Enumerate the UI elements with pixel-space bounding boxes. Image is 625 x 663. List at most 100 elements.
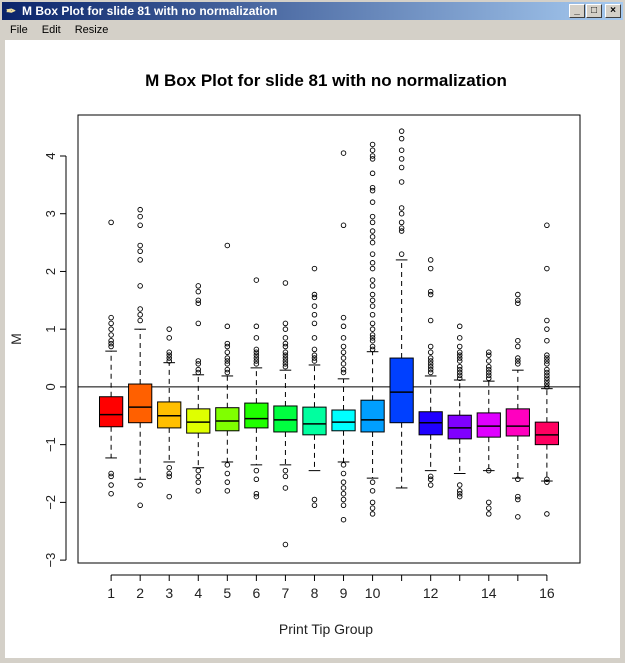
outlier-point <box>456 363 463 370</box>
outlier-point <box>340 314 347 321</box>
outlier-point <box>282 363 289 370</box>
outlier-point <box>195 467 202 474</box>
outlier-point <box>108 332 114 338</box>
outlier-point <box>253 467 260 474</box>
outlier-point <box>544 384 550 390</box>
x-tick-label: 6 <box>252 585 260 601</box>
outlier-point <box>427 317 434 324</box>
x-tick-label: 9 <box>340 585 348 601</box>
x-tick-label: 4 <box>194 585 202 601</box>
menu-edit[interactable]: Edit <box>41 24 61 36</box>
outlier-point <box>544 381 550 387</box>
window-title: M Box Plot for slide 81 with no normaliz… <box>22 4 278 18</box>
outlier-point <box>311 352 318 358</box>
outlier-point <box>486 467 492 474</box>
box-group-10 <box>360 399 385 433</box>
outlier-point <box>340 355 347 361</box>
outlier-point <box>195 361 202 367</box>
outlier-point <box>544 366 550 373</box>
outlier-point <box>369 199 376 205</box>
outlier-point <box>340 222 347 229</box>
outlier-point <box>224 479 231 485</box>
y-tick-label: 0 <box>43 383 58 390</box>
outlier-point <box>253 335 260 341</box>
outlier-point <box>544 372 550 379</box>
outlier-point <box>369 326 376 332</box>
outlier-point <box>311 496 318 503</box>
outlier-point <box>427 482 434 488</box>
outlier-point <box>515 297 521 304</box>
outlier-point <box>340 462 347 468</box>
outlier-point <box>369 335 376 341</box>
close-button[interactable]: × <box>605 4 621 18</box>
outlier-point <box>369 187 376 194</box>
outlier-point <box>282 335 289 341</box>
outlier-point <box>195 320 202 327</box>
outlier-point <box>282 467 289 474</box>
outlier-point <box>427 363 434 370</box>
outlier-point <box>166 464 172 471</box>
outlier-point <box>282 473 289 480</box>
outlier-point <box>108 320 114 327</box>
outlier-point <box>456 358 463 364</box>
outlier-point <box>137 242 143 249</box>
outlier-point <box>427 361 434 367</box>
outlier-point <box>544 317 550 324</box>
outlier-point <box>282 340 289 347</box>
outlier-point <box>544 375 550 382</box>
outlier-point <box>369 141 376 148</box>
outlier-point <box>224 343 231 350</box>
outlier-point <box>282 280 289 286</box>
outlier-point <box>369 265 376 272</box>
outlier-point <box>398 205 405 211</box>
box-group-13 <box>447 414 472 440</box>
outlier-point <box>369 291 376 298</box>
maximize-button[interactable]: □ <box>586 4 602 18</box>
outlier-point <box>369 303 376 309</box>
outlier-point <box>486 499 492 506</box>
menu-file[interactable]: File <box>10 24 28 36</box>
outlier-point <box>544 265 550 272</box>
outlier-point <box>253 277 260 283</box>
x-tick-label: 10 <box>365 585 381 601</box>
outlier-point <box>282 361 289 367</box>
outlier-point <box>398 164 405 171</box>
outlier-point <box>195 366 202 373</box>
x-tick-label: 16 <box>539 585 555 601</box>
outlier-point <box>544 326 550 332</box>
outlier-point <box>427 349 434 356</box>
box-group-9 <box>331 409 356 432</box>
title-bar[interactable]: ✒ M Box Plot for slide 81 with no normal… <box>2 2 623 20</box>
outlier-point <box>486 372 492 379</box>
x-tick-label: 8 <box>311 585 319 601</box>
y-tick-label: −2 <box>43 495 58 510</box>
x-tick-label: 5 <box>223 585 231 601</box>
outlier-point <box>108 470 114 477</box>
x-tick-label: 3 <box>165 585 173 601</box>
outlier-point <box>311 502 318 509</box>
outlier-point <box>369 170 376 177</box>
outlier-point <box>544 369 550 376</box>
outlier-point <box>253 476 260 483</box>
outlier-point <box>340 516 347 523</box>
outlier-point <box>224 323 231 330</box>
outlier-point <box>137 306 143 312</box>
outlier-point <box>486 505 492 511</box>
x-axis-label: Print Tip Group <box>279 621 373 637</box>
box-group-1 <box>98 396 124 428</box>
outlier-point <box>137 482 143 488</box>
menu-resize[interactable]: Resize <box>74 24 109 36</box>
outlier-point <box>282 355 289 361</box>
outlier-point <box>253 355 260 361</box>
outlier-point <box>486 352 492 358</box>
outlier-point <box>369 251 376 257</box>
outlier-point <box>486 375 492 382</box>
outlier-point <box>515 343 521 350</box>
minimize-button[interactable]: _ <box>569 4 585 18</box>
outlier-point <box>340 479 347 485</box>
outlier-point <box>108 326 114 332</box>
outlier-point <box>486 511 492 517</box>
outlier-point <box>108 343 114 350</box>
outlier-point <box>456 375 463 382</box>
outlier-point <box>369 219 376 226</box>
